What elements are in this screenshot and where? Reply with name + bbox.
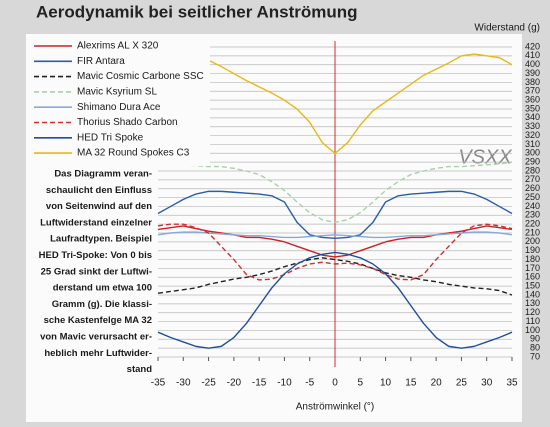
- annotation-line: HED Tri-Spoke: Von 0 bis: [39, 250, 152, 261]
- y-tick-label: 100: [525, 325, 540, 335]
- chart-title: Aerodynamik bei seitlicher Anströmung: [36, 2, 358, 21]
- x-axis-label: Anströmwinkel (°): [296, 402, 374, 413]
- y-tick-label: 300: [525, 148, 540, 158]
- legend-label: HED Tri Spoke: [77, 132, 144, 143]
- y-tick-label: 260: [525, 183, 540, 193]
- y-tick-label: 230: [525, 210, 540, 220]
- series-line: [157, 53, 513, 154]
- annotation-line: Das Diagramm veran-: [54, 169, 152, 180]
- x-tick-label: 15: [405, 378, 417, 389]
- legend-label: FIR Antara: [77, 56, 125, 67]
- y-tick-label: 190: [525, 245, 540, 255]
- y-tick-label: 150: [525, 281, 540, 291]
- x-tick-label: 0: [332, 378, 338, 389]
- x-tick-label: 35: [506, 378, 518, 389]
- legend-label: Mavic Cosmic Carbone SSC: [77, 71, 204, 82]
- legend-box: [30, 38, 210, 166]
- legend-label: Mavic Ksyrium SL: [77, 87, 157, 98]
- annotation-line: Laufradtypen. Beispiel: [50, 234, 152, 245]
- x-tick-label: -5: [305, 378, 314, 389]
- y-tick-label: 180: [525, 254, 540, 264]
- y-tick-label: 370: [525, 86, 540, 96]
- annotation-line: 25 Grad sinkt der Luftwi-: [41, 266, 152, 277]
- y-tick-label: 140: [525, 289, 540, 299]
- y-tick-label: 200: [525, 236, 540, 246]
- series-line: [157, 190, 513, 240]
- y-tick-label: 80: [530, 343, 540, 353]
- stamp: VSXX: [458, 146, 512, 168]
- series-line: [158, 161, 513, 224]
- annotation-line: von Seitenwind auf den: [46, 201, 152, 212]
- y-tick-label: 410: [525, 50, 540, 60]
- x-tick-label: -10: [277, 378, 292, 389]
- y-tick-label: 320: [525, 130, 540, 140]
- series-line: [157, 225, 513, 258]
- annotation-line: heblich mehr Luftwider-: [44, 348, 152, 359]
- annotation-line: von Mavic verursacht er-: [40, 332, 152, 343]
- y-tick-label: 340: [525, 112, 540, 122]
- y-tick-label: 240: [525, 201, 540, 211]
- y-tick-label: 220: [525, 219, 540, 229]
- y-tick-label: 270: [525, 174, 540, 184]
- y-tick-label: 120: [525, 307, 540, 317]
- y-tick-label: 170: [525, 263, 540, 273]
- x-tick-label: -35: [151, 378, 166, 389]
- series-line: [157, 257, 513, 296]
- y-tick-label: 210: [525, 227, 540, 237]
- legend-label: Thorius Shado Carbon: [77, 117, 178, 128]
- annotation-line: Luftwiderstand einzelner: [40, 217, 152, 228]
- y-tick-label: 350: [525, 103, 540, 113]
- y-tick-label: 70: [530, 351, 540, 361]
- x-tick-label: -20: [227, 378, 242, 389]
- y-tick-label: 360: [525, 95, 540, 105]
- y-tick-label: 400: [525, 59, 540, 69]
- y-tick-label: 90: [530, 334, 540, 344]
- legend-label: MA 32 Round Spokes C3: [77, 148, 190, 159]
- annotation-line: derstand um etwa 100: [53, 283, 152, 294]
- y-tick-label: 110: [526, 316, 540, 326]
- y-tick-label: 390: [525, 68, 540, 78]
- x-tick-label: -25: [201, 378, 216, 389]
- y-tick-label: 280: [525, 165, 540, 175]
- series-line: [157, 231, 513, 239]
- x-tick-label: -15: [252, 378, 267, 389]
- x-tick-label: 5: [358, 378, 364, 389]
- x-tick-label: -30: [176, 378, 191, 389]
- annotation-line: Gramm (g). Die klassi-: [52, 299, 152, 310]
- y-tick-label: 250: [525, 192, 540, 202]
- legend-label: Shimano Dura Ace: [77, 102, 161, 113]
- y-tick-label: 130: [525, 298, 540, 308]
- y-tick-label: 330: [525, 121, 540, 131]
- series-line: [157, 251, 513, 349]
- y-tick-label: 160: [525, 272, 540, 282]
- y-axis-label: Widerstand (g): [474, 23, 540, 34]
- series-line: [157, 223, 513, 281]
- annotation-line: sche Kastenfelge MA 32: [44, 315, 152, 326]
- y-tick-label: 310: [525, 139, 540, 149]
- y-tick-label: 290: [525, 157, 540, 167]
- legend-label: Alexrims AL X 320: [77, 41, 159, 52]
- annotation-line: schaulicht den Einfluss: [46, 185, 152, 196]
- y-tick-label: 420: [525, 41, 540, 51]
- x-tick-label: 25: [456, 378, 468, 389]
- x-tick-label: 10: [380, 378, 392, 389]
- x-tick-label: 30: [481, 378, 493, 389]
- y-tick-label: 380: [525, 77, 540, 87]
- x-tick-label: 20: [431, 378, 443, 389]
- annotation-line: stand: [127, 364, 153, 375]
